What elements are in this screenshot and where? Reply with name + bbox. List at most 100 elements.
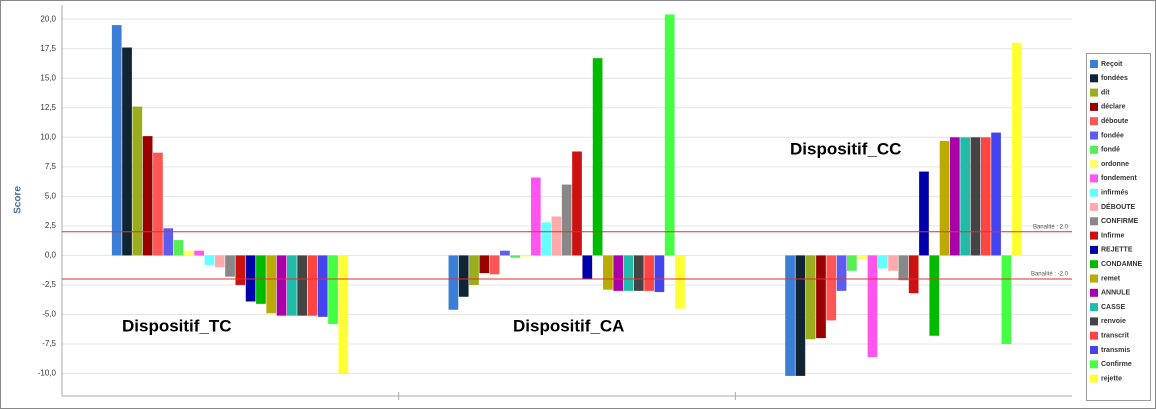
y-tick-label: -5,0 bbox=[42, 310, 56, 319]
y-tick-label: 5,0 bbox=[45, 191, 57, 200]
y-tick-label: 10,0 bbox=[40, 132, 56, 141]
bar bbox=[122, 47, 132, 256]
legend-swatch bbox=[1090, 131, 1098, 140]
bar bbox=[1011, 42, 1022, 256]
bar bbox=[204, 255, 215, 265]
bar bbox=[458, 255, 469, 297]
bar bbox=[245, 255, 256, 302]
bar bbox=[867, 255, 878, 358]
legend-label: fondées bbox=[1101, 75, 1128, 82]
bar bbox=[633, 255, 644, 291]
legend-label: transmis bbox=[1101, 347, 1130, 354]
legend-swatch bbox=[1090, 260, 1098, 269]
legend-swatch bbox=[1090, 117, 1098, 126]
legend-label: fondée bbox=[1101, 132, 1124, 139]
legend-swatch bbox=[1090, 74, 1098, 83]
reference-label: Banalité : 2.0 bbox=[1033, 224, 1069, 230]
bar bbox=[530, 177, 541, 256]
bar bbox=[214, 255, 225, 268]
y-tick-label: -2,5 bbox=[42, 280, 56, 289]
y-tick-label: -10,0 bbox=[38, 369, 57, 378]
legend-label: remet bbox=[1101, 275, 1121, 282]
bar bbox=[173, 240, 184, 256]
bar bbox=[286, 255, 297, 316]
legend-label: infirmés bbox=[1101, 190, 1128, 197]
bar bbox=[644, 255, 654, 291]
legend-label: fondement bbox=[1101, 175, 1137, 182]
legend-swatch bbox=[1090, 374, 1098, 383]
bar bbox=[153, 152, 163, 256]
legend-swatch bbox=[1090, 317, 1098, 326]
legend-swatch bbox=[1090, 88, 1098, 97]
y-tick-label: 12,5 bbox=[40, 103, 56, 112]
bar bbox=[877, 255, 888, 269]
legend-label: rejette bbox=[1101, 375, 1122, 382]
legend-swatch bbox=[1090, 303, 1098, 312]
bar bbox=[328, 255, 338, 324]
bar bbox=[469, 255, 479, 285]
bar bbox=[489, 255, 500, 275]
bar bbox=[225, 255, 235, 277]
bar bbox=[785, 255, 795, 376]
bar bbox=[919, 171, 929, 256]
group-label: Dispositif_CA bbox=[513, 316, 624, 335]
bar bbox=[256, 255, 266, 304]
bar bbox=[132, 106, 143, 256]
legend-label: déboute bbox=[1101, 118, 1128, 125]
bar bbox=[805, 255, 816, 340]
bar bbox=[816, 255, 826, 339]
bar bbox=[582, 255, 593, 280]
legend-label: DÉBOUTE bbox=[1101, 202, 1136, 211]
bar bbox=[970, 137, 981, 256]
legend-label: fondé bbox=[1101, 147, 1120, 154]
legend-swatch bbox=[1090, 174, 1098, 183]
bar bbox=[960, 137, 971, 256]
y-tick-label: 2,5 bbox=[45, 221, 57, 230]
legend-swatch bbox=[1090, 217, 1098, 226]
legend-swatch bbox=[1090, 145, 1098, 154]
group-label: Dispositif_TC bbox=[122, 316, 232, 335]
legend-label: CASSE bbox=[1101, 304, 1125, 311]
bar bbox=[939, 140, 950, 256]
legend-label: ANNULE bbox=[1101, 290, 1130, 297]
bar bbox=[510, 255, 521, 258]
legend-box bbox=[1086, 53, 1151, 401]
bar bbox=[592, 58, 603, 256]
bar bbox=[654, 255, 665, 293]
legend-swatch bbox=[1090, 331, 1098, 340]
bar bbox=[908, 255, 919, 294]
bar bbox=[338, 255, 349, 374]
bar bbox=[572, 151, 582, 256]
legend-label: CONFIRME bbox=[1101, 218, 1139, 225]
legend-label: Confirme bbox=[1101, 361, 1132, 368]
bar bbox=[847, 255, 857, 271]
y-tick-label: 7,5 bbox=[45, 162, 57, 171]
bar bbox=[950, 137, 960, 256]
bar bbox=[479, 255, 490, 274]
bar bbox=[317, 255, 328, 317]
legend-label: REJETTE bbox=[1101, 247, 1133, 254]
legend-label: ordonne bbox=[1101, 161, 1129, 168]
bar bbox=[664, 14, 675, 256]
bar bbox=[235, 255, 246, 285]
legend-label: transcrit bbox=[1101, 333, 1130, 340]
bar bbox=[603, 255, 613, 290]
bar bbox=[163, 228, 174, 256]
bar bbox=[836, 255, 847, 291]
bar bbox=[888, 255, 898, 271]
legend-label: CONDAMNE bbox=[1101, 261, 1143, 268]
bar bbox=[111, 25, 122, 256]
legend-label: déclare bbox=[1101, 104, 1126, 111]
bar bbox=[991, 132, 1001, 256]
bar bbox=[795, 255, 806, 376]
bar bbox=[675, 255, 685, 309]
legend-swatch bbox=[1090, 160, 1098, 169]
bar bbox=[826, 255, 837, 321]
y-tick-label: 15,0 bbox=[40, 73, 56, 82]
y-tick-label: 0,0 bbox=[45, 251, 57, 260]
bar bbox=[307, 255, 318, 316]
y-tick-label: -7,5 bbox=[42, 339, 56, 348]
reference-label: Banalité : -2.0 bbox=[1031, 272, 1069, 278]
legend-swatch bbox=[1090, 203, 1098, 211]
legend-swatch bbox=[1090, 274, 1098, 283]
